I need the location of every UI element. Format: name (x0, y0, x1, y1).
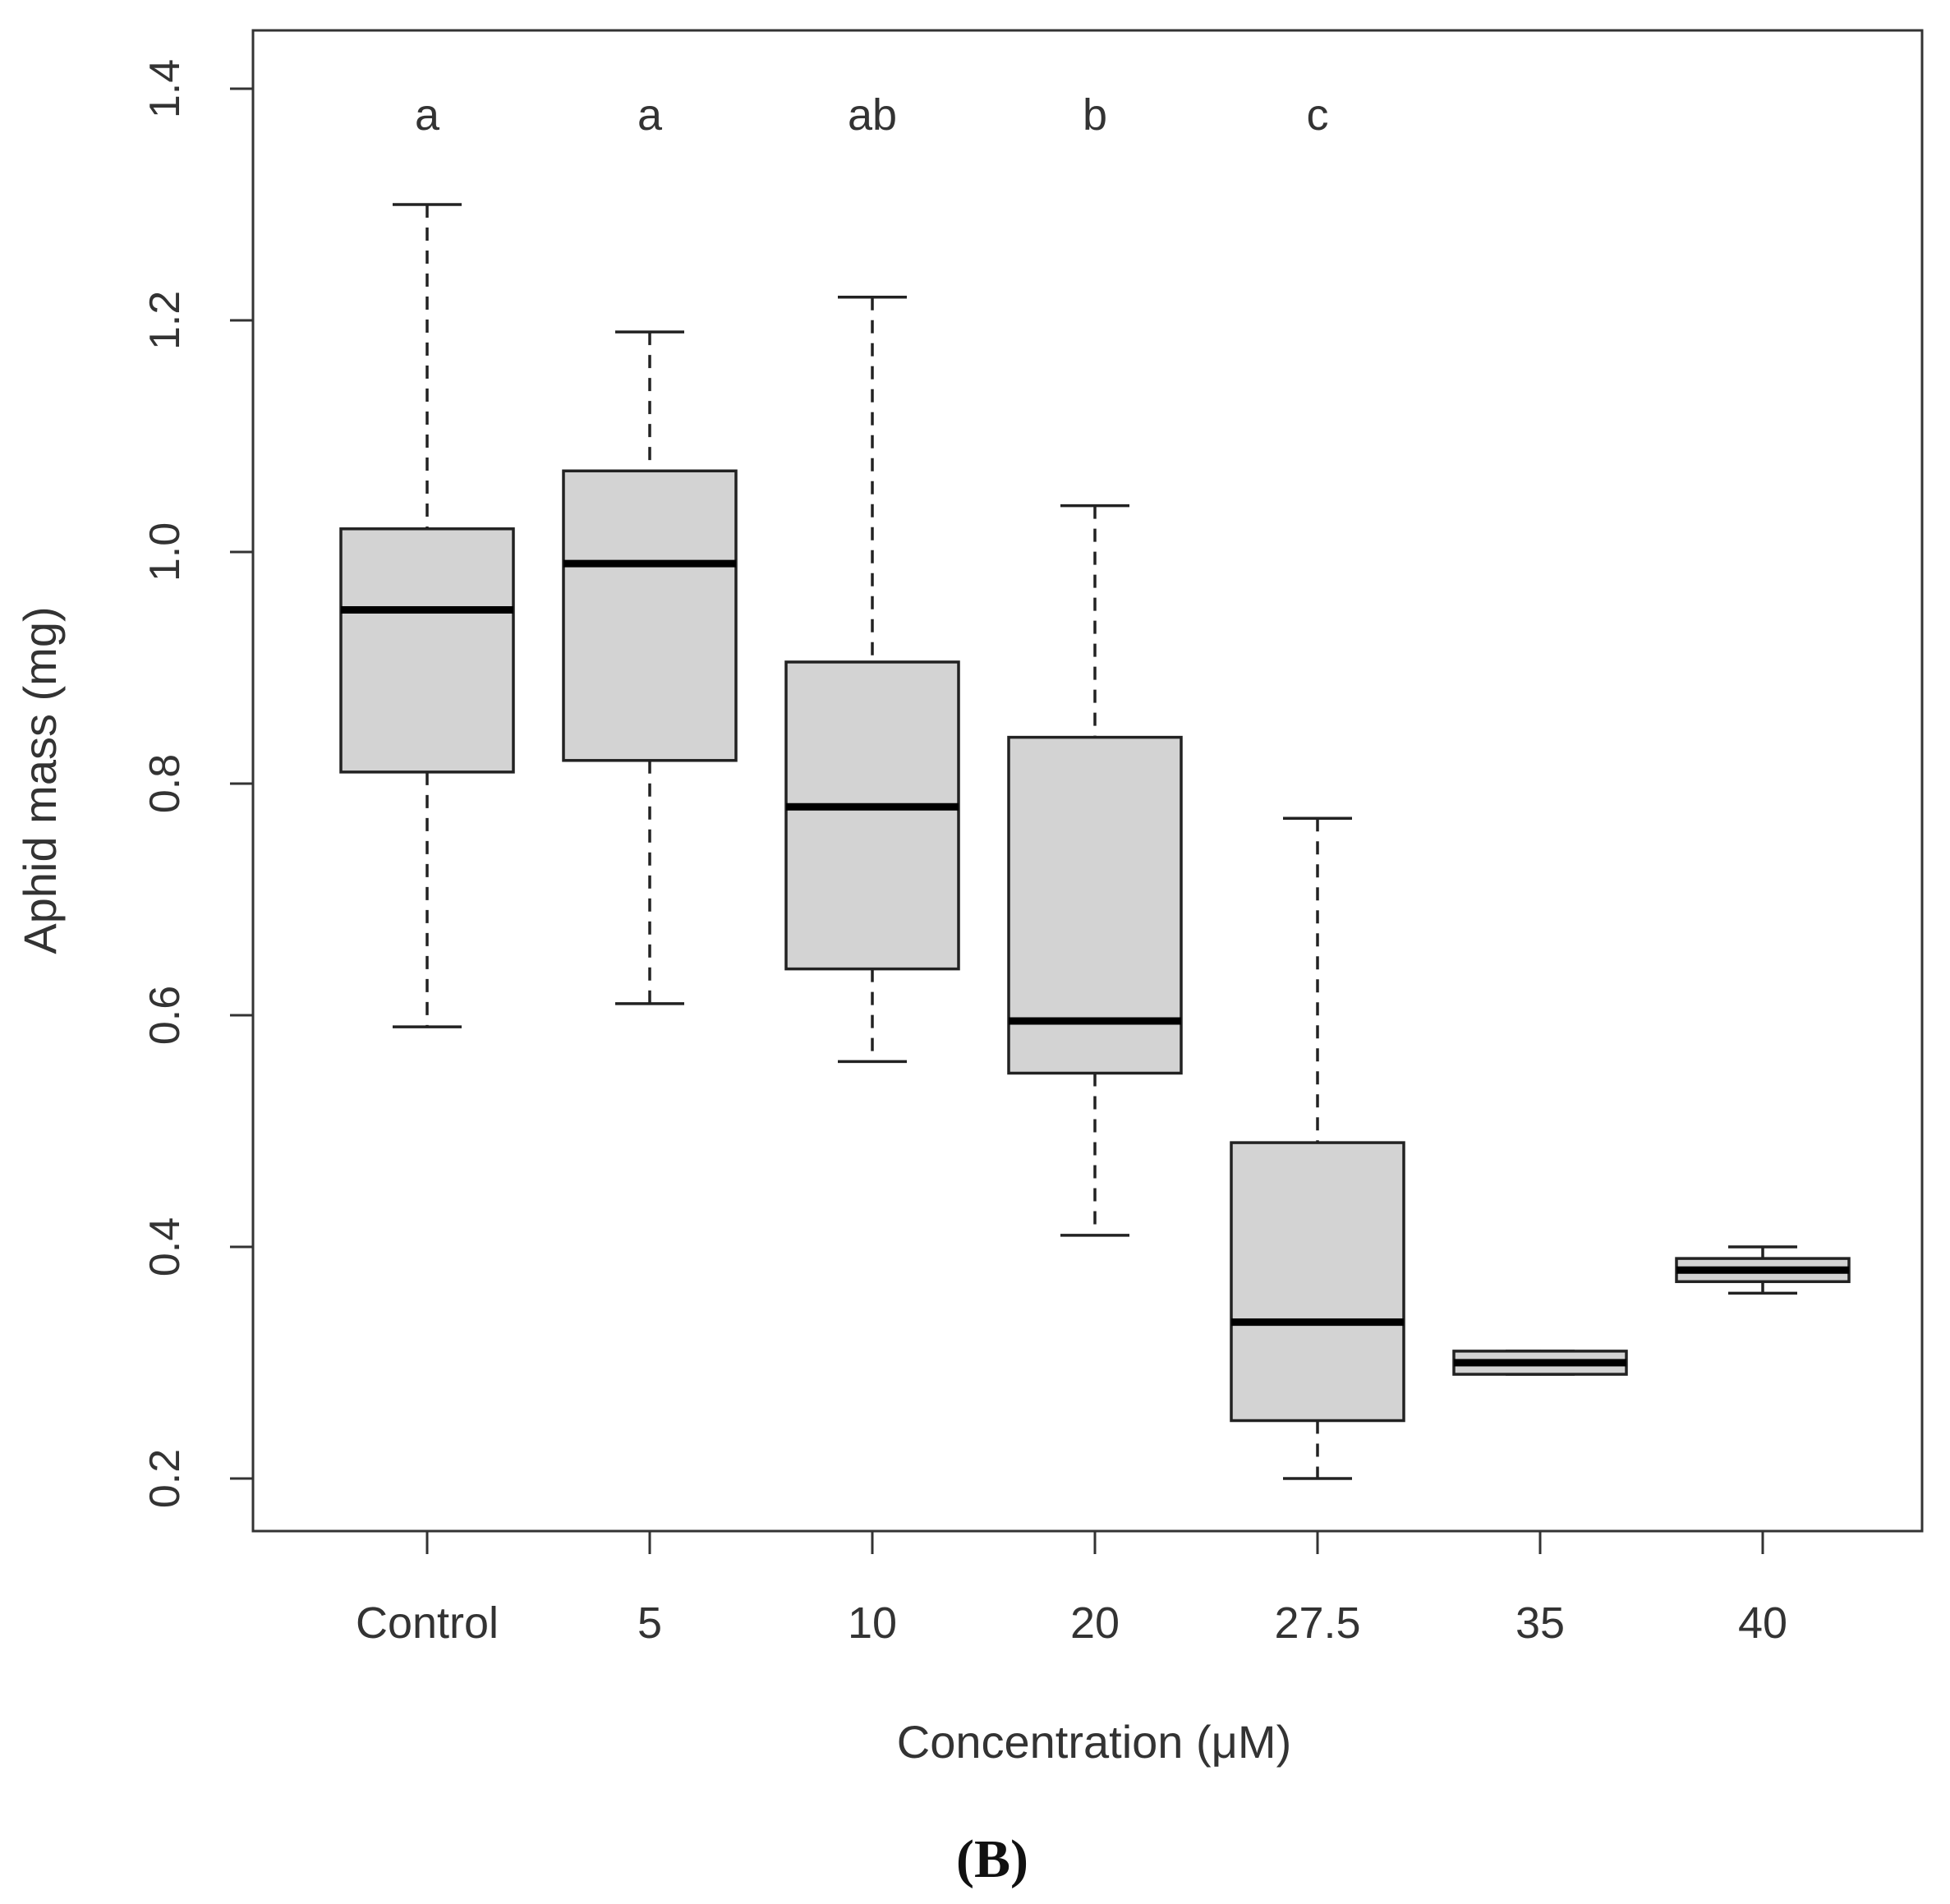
x-tick-label: 27.5 (1274, 1598, 1360, 1648)
y-tick-label: 0.6 (141, 986, 189, 1045)
box-Control (339, 203, 515, 1028)
significance-letter: a (415, 90, 440, 140)
x-tick-label: 5 (637, 1598, 662, 1648)
y-tick-label: 1.2 (141, 291, 189, 350)
significance-letter: b (1083, 90, 1107, 140)
box-35 (1452, 1350, 1628, 1376)
box-5 (562, 330, 738, 1005)
iqr-box (1007, 735, 1183, 1075)
y-tick-label: 0.2 (141, 1449, 189, 1508)
x-axis-label: Concentration (μM) (897, 1716, 1291, 1768)
iqr-box (784, 660, 960, 971)
y-tick-label: 1.4 (141, 59, 189, 118)
box-40 (1675, 1245, 1851, 1295)
boxes (339, 203, 1851, 1480)
iqr-box (562, 469, 738, 762)
x-axis: Control 5 10 20 27.5 35 40 (356, 1531, 1787, 1648)
plot-frame (251, 29, 1924, 1533)
iqr-box (1230, 1141, 1405, 1423)
box-20 (1007, 504, 1183, 1237)
panel-label: (B) (956, 1829, 1028, 1889)
y-tick-label: 0.8 (141, 754, 189, 813)
y-axis: 0.2 0.4 0.6 0.8 1.0 1.2 1.4 (141, 59, 253, 1508)
y-axis-label: Aphid mass (mg) (14, 606, 66, 954)
significance-letter: a (637, 90, 663, 140)
x-tick-label: 20 (1070, 1598, 1120, 1648)
iqr-box (339, 527, 515, 774)
x-tick-label: 35 (1515, 1598, 1565, 1648)
x-tick-label: 40 (1738, 1598, 1787, 1648)
significance-letter: ab (848, 90, 897, 140)
y-tick-label: 1.0 (141, 522, 189, 582)
x-tick-label: 10 (848, 1598, 897, 1648)
box-10 (784, 296, 960, 1064)
x-tick-label: Control (356, 1598, 499, 1648)
y-tick-label: 0.4 (141, 1217, 189, 1276)
box-27.5 (1230, 816, 1405, 1480)
significance-letter: c (1307, 90, 1329, 140)
significance-letters: a a ab b c (415, 90, 1329, 140)
